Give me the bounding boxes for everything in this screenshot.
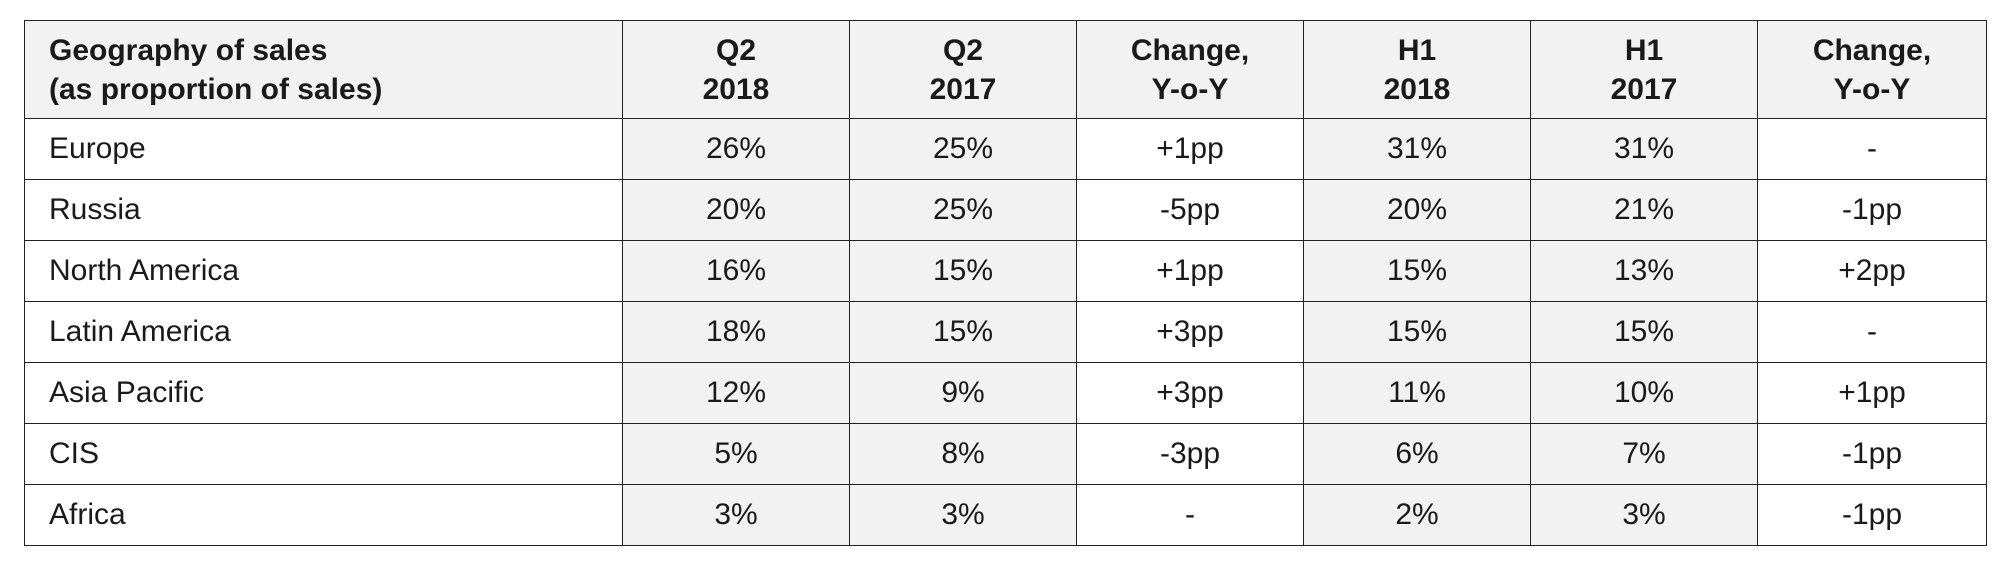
h1-2018-cell: 15% bbox=[1303, 240, 1531, 302]
h1-change-cell: - bbox=[1757, 301, 1987, 363]
header-h1-2017: H1 2017 bbox=[1530, 20, 1758, 119]
h1-change-cell: -1pp bbox=[1757, 179, 1987, 241]
table-row: Asia Pacific 12% 9% +3pp 11% 10% +1pp bbox=[24, 362, 1987, 424]
h1-change-cell: +2pp bbox=[1757, 240, 1987, 302]
header-h1-2017-line2: 2017 bbox=[1610, 72, 1678, 106]
table-row: Russia 20% 25% -5pp 20% 21% -1pp bbox=[24, 179, 1987, 241]
q2-2017-cell: 25% bbox=[849, 118, 1077, 180]
h1-2018-cell: 31% bbox=[1303, 118, 1531, 180]
region-cell: Europe bbox=[24, 118, 623, 180]
h1-change-cell: +1pp bbox=[1757, 362, 1987, 424]
q2-2018-cell: 26% bbox=[622, 118, 850, 180]
header-h1-2018: H1 2018 bbox=[1303, 20, 1531, 119]
table-row: North America 16% 15% +1pp 15% 13% +2pp bbox=[24, 240, 1987, 302]
h1-2017-cell: 13% bbox=[1530, 240, 1758, 302]
q2-change-cell: +1pp bbox=[1076, 118, 1304, 180]
q2-2018-cell: 3% bbox=[622, 484, 850, 546]
table-row: Africa 3% 3% - 2% 3% -1pp bbox=[24, 484, 1987, 546]
header-h1-change: Change, Y-o-Y bbox=[1757, 20, 1987, 119]
q2-2017-cell: 8% bbox=[849, 423, 1077, 485]
header-geography-line1: Geography of sales bbox=[49, 33, 328, 67]
header-row: Geography of sales (as proportion of sal… bbox=[24, 20, 1987, 119]
q2-2018-cell: 16% bbox=[622, 240, 850, 302]
h1-2018-cell: 20% bbox=[1303, 179, 1531, 241]
q2-2018-cell: 5% bbox=[622, 423, 850, 485]
header-geography: Geography of sales (as proportion of sal… bbox=[24, 20, 623, 119]
header-h1-2017-line1: H1 bbox=[1624, 33, 1664, 67]
q2-2018-cell: 12% bbox=[622, 362, 850, 424]
table-row: CIS 5% 8% -3pp 6% 7% -1pp bbox=[24, 423, 1987, 485]
header-h1-change-line1: Change, bbox=[1812, 33, 1932, 67]
header-h1-change-line2: Y-o-Y bbox=[1833, 72, 1911, 106]
region-cell: Latin America bbox=[24, 301, 623, 363]
region-cell: Africa bbox=[24, 484, 623, 546]
h1-2018-cell: 11% bbox=[1303, 362, 1531, 424]
region-cell: Russia bbox=[24, 179, 623, 241]
h1-2018-cell: 6% bbox=[1303, 423, 1531, 485]
header-q2-2018-line1: Q2 bbox=[715, 33, 757, 67]
q2-change-cell: - bbox=[1076, 484, 1304, 546]
sales-geography-table-wrapper: Geography of sales (as proportion of sal… bbox=[24, 20, 1987, 546]
header-q2-change-line2: Y-o-Y bbox=[1151, 72, 1229, 106]
header-h1-2018-line2: 2018 bbox=[1383, 72, 1451, 106]
q2-2017-cell: 3% bbox=[849, 484, 1077, 546]
header-q2-2018-line2: 2018 bbox=[702, 72, 770, 106]
q2-2018-cell: 18% bbox=[622, 301, 850, 363]
header-geography-line2: (as proportion of sales) bbox=[49, 72, 383, 106]
region-cell: North America bbox=[24, 240, 623, 302]
q2-2018-cell: 20% bbox=[622, 179, 850, 241]
q2-change-cell: +1pp bbox=[1076, 240, 1304, 302]
h1-change-cell: -1pp bbox=[1757, 484, 1987, 546]
header-q2-2018: Q2 2018 bbox=[622, 20, 850, 119]
region-cell: CIS bbox=[24, 423, 623, 485]
header-q2-2017-line2: 2017 bbox=[929, 72, 997, 106]
q2-2017-cell: 15% bbox=[849, 240, 1077, 302]
h1-2017-cell: 31% bbox=[1530, 118, 1758, 180]
table-row: Europe 26% 25% +1pp 31% 31% - bbox=[24, 118, 1987, 180]
h1-2017-cell: 21% bbox=[1530, 179, 1758, 241]
h1-change-cell: -1pp bbox=[1757, 423, 1987, 485]
sales-geography-table: Geography of sales (as proportion of sal… bbox=[24, 20, 1987, 546]
h1-2017-cell: 10% bbox=[1530, 362, 1758, 424]
h1-2018-cell: 15% bbox=[1303, 301, 1531, 363]
header-q2-change: Change, Y-o-Y bbox=[1076, 20, 1304, 119]
h1-2017-cell: 15% bbox=[1530, 301, 1758, 363]
h1-change-cell: - bbox=[1757, 118, 1987, 180]
q2-2017-cell: 9% bbox=[849, 362, 1077, 424]
q2-change-cell: +3pp bbox=[1076, 362, 1304, 424]
table-row: Latin America 18% 15% +3pp 15% 15% - bbox=[24, 301, 1987, 363]
h1-2017-cell: 7% bbox=[1530, 423, 1758, 485]
header-q2-change-line1: Change, bbox=[1130, 33, 1250, 67]
h1-2017-cell: 3% bbox=[1530, 484, 1758, 546]
h1-2018-cell: 2% bbox=[1303, 484, 1531, 546]
q2-change-cell: -3pp bbox=[1076, 423, 1304, 485]
header-h1-2018-line1: H1 bbox=[1397, 33, 1437, 67]
q2-change-cell: -5pp bbox=[1076, 179, 1304, 241]
region-cell: Asia Pacific bbox=[24, 362, 623, 424]
q2-2017-cell: 15% bbox=[849, 301, 1077, 363]
header-q2-2017: Q2 2017 bbox=[849, 20, 1077, 119]
q2-2017-cell: 25% bbox=[849, 179, 1077, 241]
q2-change-cell: +3pp bbox=[1076, 301, 1304, 363]
header-q2-2017-line1: Q2 bbox=[942, 33, 984, 67]
